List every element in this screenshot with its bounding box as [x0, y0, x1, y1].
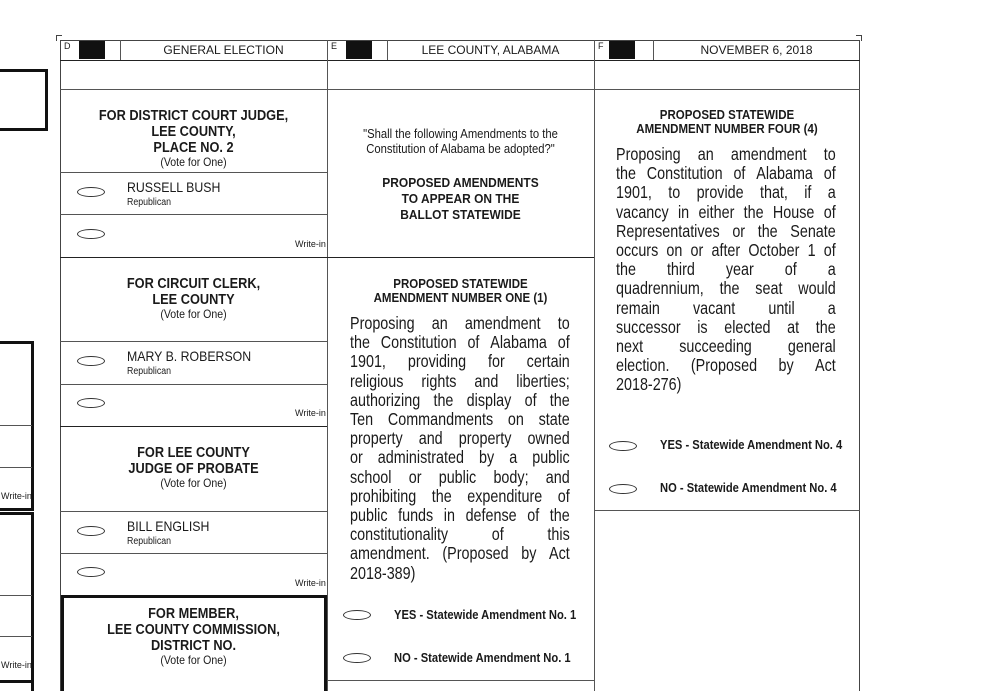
partial-write-in-label: Write-in: [1, 491, 32, 501]
election-title: GENERAL ELECTION: [163, 43, 284, 57]
partial-contest-box: [0, 680, 34, 691]
candidate-name: BILL ENGLISH: [127, 518, 210, 534]
partial-contest-box: [0, 341, 34, 511]
amendment-4-text: Proposing an amendment to the Constitution of A…: [616, 144, 836, 395]
text-line: prohibiting the expenditure of: [350, 485, 570, 506]
column-letter: F: [598, 41, 604, 51]
partial-contest-box: [0, 512, 34, 682]
text-line: school or public body; and: [350, 466, 570, 487]
text-line: public funds in defense of the: [350, 505, 570, 526]
text-line: property and property owned: [350, 428, 570, 449]
candidate-party: Republican: [127, 366, 172, 377]
contest-title-circuit-clerk: FOR CIRCUIT CLERK, LEE COUNTY (Vote for O…: [126, 276, 261, 321]
text-line: 1901, to provide that, if a: [616, 182, 836, 203]
text-line: 2018-276): [616, 374, 682, 395]
timing-mark: [346, 41, 372, 59]
amendment-4-no-label: NO - Statewide Amendment No. 4: [660, 480, 837, 495]
text-line: vacancy in either the House of: [616, 201, 836, 222]
timing-mark: [609, 41, 635, 59]
candidate-name: MARY B. ROBERSON: [127, 348, 252, 364]
corner-mark: [856, 35, 862, 41]
candidate-name: RUSSELL BUSH: [127, 179, 221, 195]
text-line: constitutionality of this: [350, 524, 570, 545]
corner-mark: [56, 35, 62, 41]
amendment-1-text: Proposing an amendment to the Constitution of A…: [350, 313, 570, 583]
text-line: election. (Proposed by Act: [616, 355, 836, 376]
text-line: authorizing the display of the: [350, 389, 570, 410]
amendment-4-yes-label: YES - Statewide Amendment No. 4: [660, 437, 843, 452]
column-letter: D: [64, 41, 71, 51]
vote-oval-russell-bush[interactable]: [77, 187, 105, 197]
amendment-1-yes-label: YES - Statewide Amendment No. 1: [394, 607, 577, 622]
write-in-label: Write-in: [295, 239, 326, 249]
election-date: NOVEMBER 6, 2018: [700, 43, 813, 57]
contest-box-county-commission: [61, 595, 327, 691]
amendment-4-title: PROPOSED STATEWIDE AMENDMENT NUMBER FOUR …: [636, 108, 818, 136]
write-in-label: Write-in: [295, 408, 326, 418]
text-line: the third year of a: [616, 259, 836, 280]
vote-oval-mary-b-roberson[interactable]: [77, 356, 105, 366]
partial-write-in-label: Write-in: [1, 660, 32, 670]
candidate-party: Republican: [127, 197, 172, 208]
text-line: Ten Commandments on state: [350, 409, 570, 430]
ballot-frame: [60, 40, 860, 691]
text-line: the Constitution of Alabama of: [350, 332, 570, 353]
write-in-label: Write-in: [295, 578, 326, 588]
text-line: remain vacant until a: [616, 297, 836, 318]
contest-title-county-commission: FOR MEMBER, LEE COUNTY COMMISSION, DISTRIC…: [107, 606, 280, 667]
text-line: quadrennium, the seat would: [616, 278, 836, 299]
vote-oval-write-in[interactable]: [77, 398, 105, 408]
text-line: amendment. (Proposed by Act: [350, 543, 570, 564]
text-line: or administrated by a public: [350, 447, 570, 468]
text-line: 1901, providing for certain: [350, 351, 570, 372]
vote-oval-bill-english[interactable]: [77, 526, 105, 536]
text-line: Representatives or the Senate: [616, 220, 836, 241]
text-line: Proposing an amendment to: [350, 313, 570, 333]
text-line: Proposing an amendment to: [616, 144, 836, 164]
amendments-question: "Shall the following Amendments to the Co…: [363, 127, 558, 156]
county-title: LEE COUNTY, ALABAMA: [421, 43, 560, 57]
contest-title-judge-of-probate: FOR LEE COUNTY JUDGE OF PROBATE (Vote for…: [128, 445, 259, 490]
contest-title-district-court-judge: FOR DISTRICT COURT JUDGE, LEE COUNTY, PLAC…: [98, 108, 289, 169]
candidate-party: Republican: [127, 536, 172, 547]
text-line: 2018-389): [350, 562, 416, 583]
timing-mark: [79, 41, 105, 59]
amendment-1-title: PROPOSED STATEWIDE AMENDMENT NUMBER ONE (…: [373, 277, 548, 305]
vote-oval-amendment-1-no[interactable]: [343, 653, 371, 663]
vote-oval-amendment-4-no[interactable]: [609, 484, 637, 494]
column-letter: E: [331, 41, 338, 51]
vote-oval-amendment-1-yes[interactable]: [343, 610, 371, 620]
partial-box: [0, 69, 48, 131]
amendment-1-no-label: NO - Statewide Amendment No. 1: [394, 650, 571, 665]
vote-oval-write-in[interactable]: [77, 567, 105, 577]
vote-oval-amendment-4-yes[interactable]: [609, 441, 637, 451]
text-line: successor is elected at the: [616, 316, 836, 337]
text-line: occurs on or after October 1 of: [616, 240, 836, 261]
text-line: religious rights and liberties;: [350, 370, 570, 391]
text-line: the Constitution of Alabama of: [616, 163, 836, 184]
vote-oval-write-in[interactable]: [77, 229, 105, 239]
text-line: next succeeding general: [616, 336, 836, 357]
amendments-heading: PROPOSED AMENDMENTS TO APPEAR ON THE BALLO…: [382, 175, 539, 222]
